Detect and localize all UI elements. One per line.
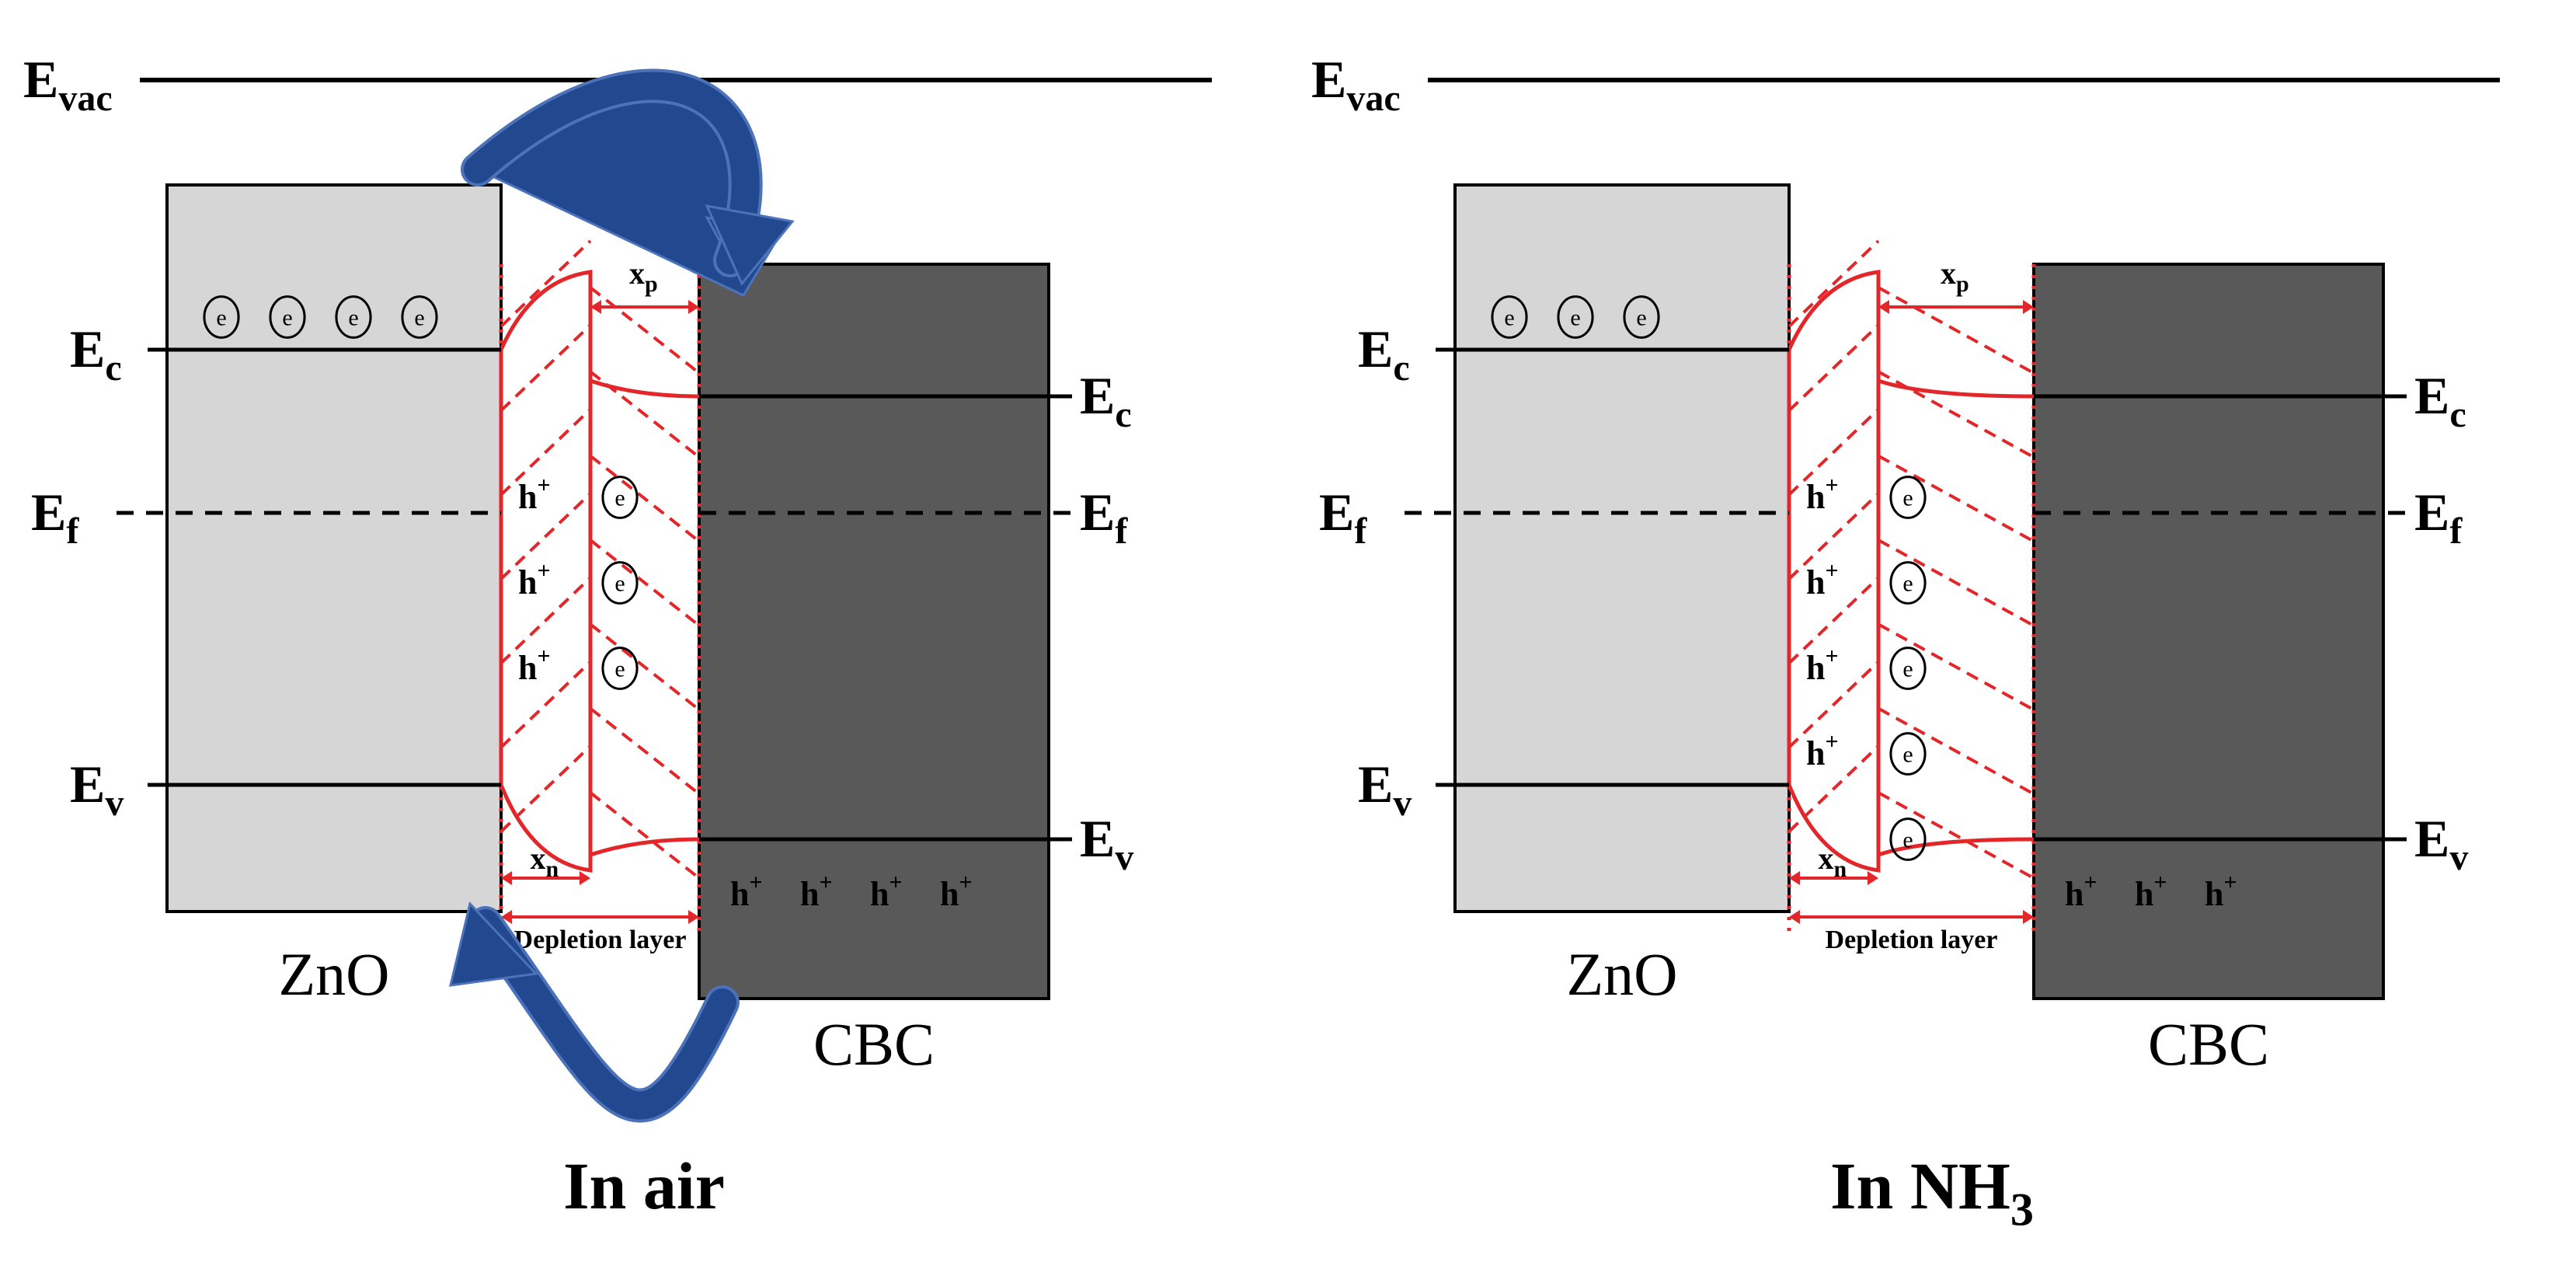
svg-text:e: e: [348, 305, 358, 331]
svg-text:Ef: Ef: [31, 483, 79, 552]
svg-text:e: e: [1902, 486, 1913, 511]
svg-text:CBC: CBC: [2148, 1010, 2269, 1078]
svg-text:h+: h+: [1806, 729, 1839, 772]
svg-text:Ef: Ef: [1080, 483, 1128, 552]
svg-text:ZnO: ZnO: [1567, 940, 1678, 1008]
svg-text:Ev: Ev: [70, 755, 124, 824]
svg-text:Evac: Evac: [23, 50, 113, 119]
svg-text:Depletion layer: Depletion layer: [514, 926, 687, 954]
svg-text:Ef: Ef: [1319, 483, 1367, 552]
svg-text:h+: h+: [1806, 643, 1839, 687]
svg-text:Ev: Ev: [1358, 755, 1412, 824]
svg-text:e: e: [1902, 828, 1913, 853]
svg-text:Ec: Ec: [70, 319, 122, 389]
svg-text:CBC: CBC: [813, 1010, 935, 1078]
svg-text:h+: h+: [518, 558, 551, 601]
svg-text:e: e: [414, 305, 424, 331]
svg-text:e: e: [1902, 657, 1913, 682]
svg-text:xn: xn: [531, 841, 559, 882]
svg-text:e: e: [1636, 305, 1646, 331]
svg-text:e: e: [1902, 742, 1913, 768]
svg-text:Ec: Ec: [1358, 319, 1410, 389]
svg-text:In air: In air: [563, 1149, 725, 1223]
svg-text:e: e: [1504, 305, 1514, 331]
svg-text:Ev: Ev: [1080, 809, 1133, 878]
svg-text:Ev: Ev: [2414, 809, 2468, 878]
svg-text:e: e: [614, 571, 625, 597]
svg-text:e: e: [282, 305, 292, 331]
svg-text:Ec: Ec: [1080, 366, 1132, 435]
svg-text:ZnO: ZnO: [279, 940, 390, 1008]
svg-text:e: e: [1570, 305, 1580, 331]
svg-text:xp: xp: [1941, 256, 1969, 297]
panel-in-nh3: Evac Ec Ef Ev Ec Ef Ev e e e h+ e h+ e h+ e h+ e e xp xn Depl…: [1288, 0, 2576, 1269]
svg-text:h+: h+: [1806, 472, 1839, 516]
panel-in-air: Evac Ec Ef Ev Ec Ef Ev e e e e h+ e h+ e h+ e xp xn Depleti…: [0, 0, 1288, 1269]
svg-text:Depletion layer: Depletion layer: [1826, 926, 1998, 954]
svg-text:e: e: [614, 486, 625, 511]
svg-text:In NH3: In NH3: [1830, 1149, 2034, 1236]
svg-text:e: e: [1902, 571, 1913, 597]
svg-text:Evac: Evac: [1311, 50, 1401, 119]
svg-text:h+: h+: [518, 472, 551, 516]
svg-text:h+: h+: [1806, 558, 1839, 601]
svg-text:e: e: [216, 305, 226, 331]
svg-text:h+: h+: [518, 643, 551, 687]
svg-text:Ef: Ef: [2414, 483, 2463, 552]
svg-text:Ec: Ec: [2414, 366, 2466, 435]
svg-text:xn: xn: [1819, 841, 1847, 882]
svg-text:e: e: [614, 657, 625, 682]
svg-text:xp: xp: [629, 256, 658, 297]
